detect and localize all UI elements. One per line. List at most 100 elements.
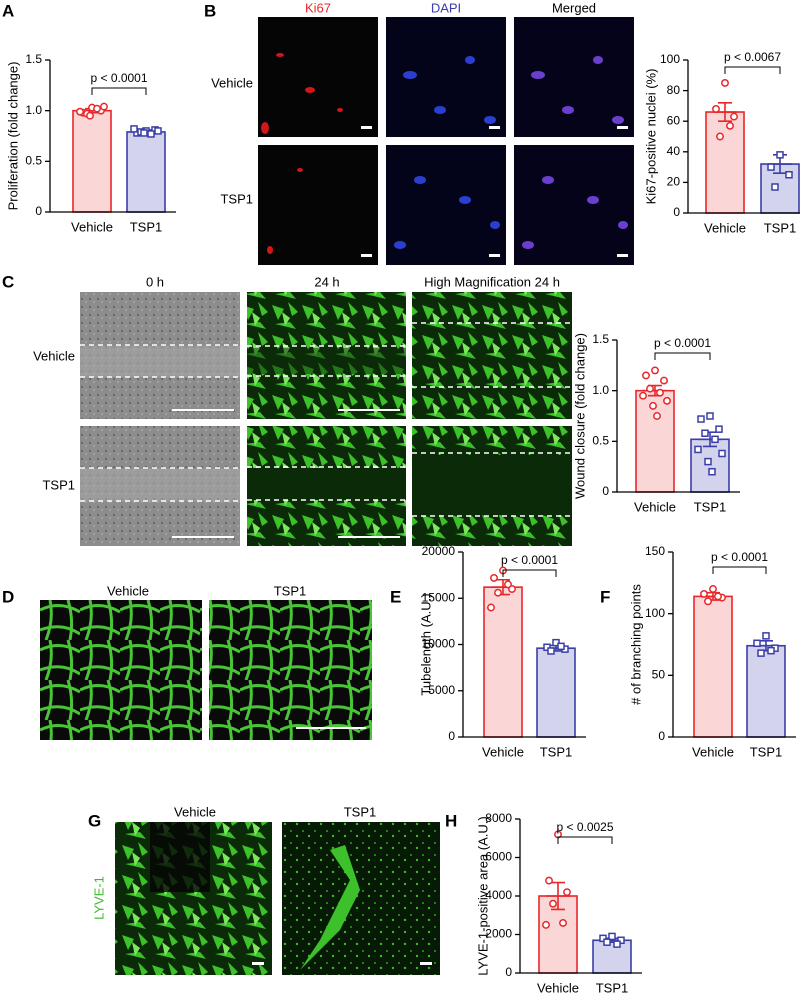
significance-bracket	[712, 566, 767, 574]
x-tick-label: Vehicle	[634, 499, 676, 514]
significance-bracket	[91, 87, 147, 95]
row-label: TSP1	[42, 477, 75, 492]
data-point	[559, 919, 567, 927]
data-point	[154, 127, 162, 135]
data-point	[545, 876, 553, 885]
y-tick-label: 20	[667, 175, 681, 189]
bar	[746, 644, 786, 738]
data-point	[704, 457, 712, 466]
data-point	[642, 371, 650, 380]
x-tick-label: TSP1	[694, 499, 727, 514]
data-point	[715, 425, 723, 433]
data-point	[494, 588, 502, 597]
axes	[616, 340, 740, 493]
data-point	[753, 639, 761, 648]
data-point	[93, 104, 101, 113]
data-point	[704, 597, 712, 606]
column-label: Merged	[552, 0, 596, 15]
y-tick-label: 100	[660, 52, 680, 66]
data-point	[563, 888, 571, 897]
panel-letter: G	[88, 811, 101, 830]
y-tick-label: 0	[505, 965, 512, 979]
axes	[49, 60, 176, 213]
row-label: Vehicle	[211, 75, 253, 90]
y-tick-label: 6000	[485, 850, 512, 864]
y-tick-label: 5000	[428, 683, 455, 697]
x-tick-label: TSP1	[540, 744, 573, 759]
bar	[693, 595, 733, 738]
data-point	[130, 125, 138, 133]
data-point	[599, 934, 607, 943]
y-tick-label: 1.5	[25, 52, 42, 66]
column-label: TSP1	[344, 804, 377, 819]
y-axis-label: Wound closure (fold change)	[572, 333, 587, 499]
data-point	[694, 445, 702, 454]
data-point	[771, 183, 779, 191]
y-axis-label: LYVE-1-positive area (A.U.)	[475, 816, 490, 975]
micrograph-grid	[40, 600, 372, 740]
y-tick-label: 2000	[485, 927, 512, 941]
data-point	[646, 384, 654, 393]
y-tick-label: 0	[658, 729, 665, 743]
y-tick-label: 80	[667, 83, 681, 97]
significance-bracket	[557, 836, 613, 844]
data-point	[487, 603, 495, 612]
micrograph-grid	[115, 822, 440, 975]
data-point	[767, 163, 775, 171]
data-point	[660, 376, 668, 385]
y-tick-label: 10000	[422, 637, 456, 651]
data-point	[651, 366, 659, 375]
data-point	[718, 449, 726, 458]
y-tick-label: 50	[652, 668, 666, 682]
y-tick-label: 1.5	[592, 332, 609, 346]
data-point	[767, 646, 775, 655]
data-point	[721, 79, 729, 87]
y-tick-label: 0	[35, 204, 42, 218]
y-tick-label: 100	[645, 606, 665, 620]
data-point	[140, 129, 148, 137]
row-label: TSP1	[220, 191, 253, 206]
data-point	[701, 429, 709, 437]
significance-label: p < 0.0067	[724, 50, 781, 64]
y-axis-label: Tubelength (A.U.)	[418, 593, 433, 695]
data-point	[730, 112, 738, 121]
y-tick-label: 0	[448, 729, 455, 743]
bar	[72, 109, 112, 213]
y-tick-label: 0.5	[592, 434, 609, 448]
y-tick-label: 0	[602, 484, 609, 498]
data-point	[504, 580, 512, 589]
panel-letter: E	[390, 587, 401, 606]
y-tick-label: 150	[645, 544, 665, 558]
data-point	[697, 415, 705, 423]
significance-bracket	[502, 569, 557, 577]
y-tick-label: 40	[667, 144, 681, 158]
error-bar	[713, 102, 737, 122]
column-label: High Magnification 24 h	[424, 274, 560, 289]
significance-label: p < 0.0001	[654, 336, 711, 350]
y-tick-label: 8000	[485, 811, 512, 825]
data-point	[716, 132, 724, 141]
data-point	[100, 102, 108, 111]
column-label: Vehicle	[107, 583, 149, 598]
column-label: Vehicle	[174, 804, 216, 819]
error-bar	[491, 578, 515, 596]
data-point	[776, 151, 784, 159]
significance-bracket	[724, 66, 781, 74]
bar	[536, 647, 576, 738]
x-tick-label: Vehicle	[704, 220, 746, 235]
y-axis-label: Ki67-positive nuclei (%)	[643, 69, 658, 205]
y-tick-label: 60	[667, 113, 681, 127]
x-tick-label: TSP1	[750, 744, 783, 759]
data-point	[608, 932, 616, 941]
column-label: 24 h	[314, 274, 339, 289]
significance-label: p < 0.0001	[501, 553, 558, 567]
panel-letter: D	[2, 587, 14, 606]
axes	[462, 552, 586, 738]
x-tick-label: Vehicle	[71, 219, 113, 234]
axes	[672, 552, 796, 738]
data-point	[547, 647, 555, 655]
data-point	[147, 130, 155, 138]
data-point	[757, 649, 765, 657]
bar	[126, 131, 166, 213]
